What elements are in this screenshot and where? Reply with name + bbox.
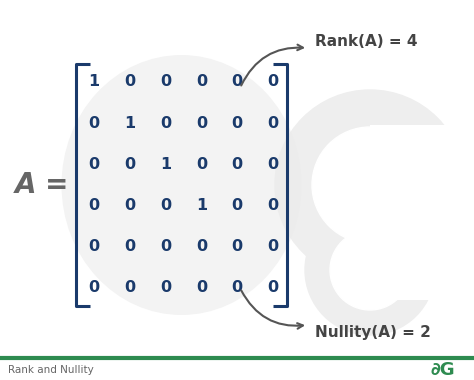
- Text: Nullity(A) = 2: Nullity(A) = 2: [315, 325, 431, 339]
- Text: 0: 0: [89, 116, 100, 131]
- Text: 0: 0: [196, 280, 207, 296]
- Text: 0: 0: [160, 198, 171, 213]
- Ellipse shape: [62, 55, 301, 315]
- Text: 0: 0: [160, 280, 171, 296]
- Text: 0: 0: [160, 239, 171, 254]
- Text: 0: 0: [89, 157, 100, 172]
- Text: 0: 0: [267, 198, 279, 213]
- Text: ∂G: ∂G: [430, 361, 455, 379]
- Text: 0: 0: [267, 239, 279, 254]
- Text: 0: 0: [267, 280, 279, 296]
- Text: 0: 0: [124, 239, 136, 254]
- Text: 0: 0: [89, 280, 100, 296]
- Text: A =: A =: [15, 171, 69, 199]
- Text: 0: 0: [89, 239, 100, 254]
- Text: 0: 0: [160, 116, 171, 131]
- Text: 0: 0: [124, 280, 136, 296]
- Text: 0: 0: [196, 74, 207, 90]
- FancyBboxPatch shape: [370, 240, 450, 300]
- Text: 0: 0: [267, 157, 279, 172]
- Text: 0: 0: [196, 239, 207, 254]
- Text: Rank(A) = 4: Rank(A) = 4: [315, 35, 418, 49]
- Circle shape: [275, 90, 465, 280]
- Text: 0: 0: [196, 116, 207, 131]
- Text: 0: 0: [232, 239, 243, 254]
- Text: 0: 0: [232, 198, 243, 213]
- Text: Rank and Nullity: Rank and Nullity: [8, 365, 94, 375]
- Text: 0: 0: [89, 198, 100, 213]
- Circle shape: [312, 127, 428, 243]
- Text: 0: 0: [124, 74, 136, 90]
- FancyBboxPatch shape: [370, 125, 470, 245]
- Text: 0: 0: [124, 157, 136, 172]
- Text: 0: 0: [124, 198, 136, 213]
- Text: 0: 0: [232, 280, 243, 296]
- Text: 0: 0: [232, 74, 243, 90]
- Text: 1: 1: [196, 198, 207, 213]
- Text: 0: 0: [267, 74, 279, 90]
- Text: 0: 0: [160, 74, 171, 90]
- Text: 1: 1: [89, 74, 100, 90]
- Text: 0: 0: [232, 157, 243, 172]
- Text: 1: 1: [124, 116, 136, 131]
- Circle shape: [305, 205, 435, 335]
- Text: 1: 1: [160, 157, 171, 172]
- Text: 0: 0: [232, 116, 243, 131]
- Text: 0: 0: [196, 157, 207, 172]
- Text: 0: 0: [267, 116, 279, 131]
- Circle shape: [330, 230, 410, 310]
